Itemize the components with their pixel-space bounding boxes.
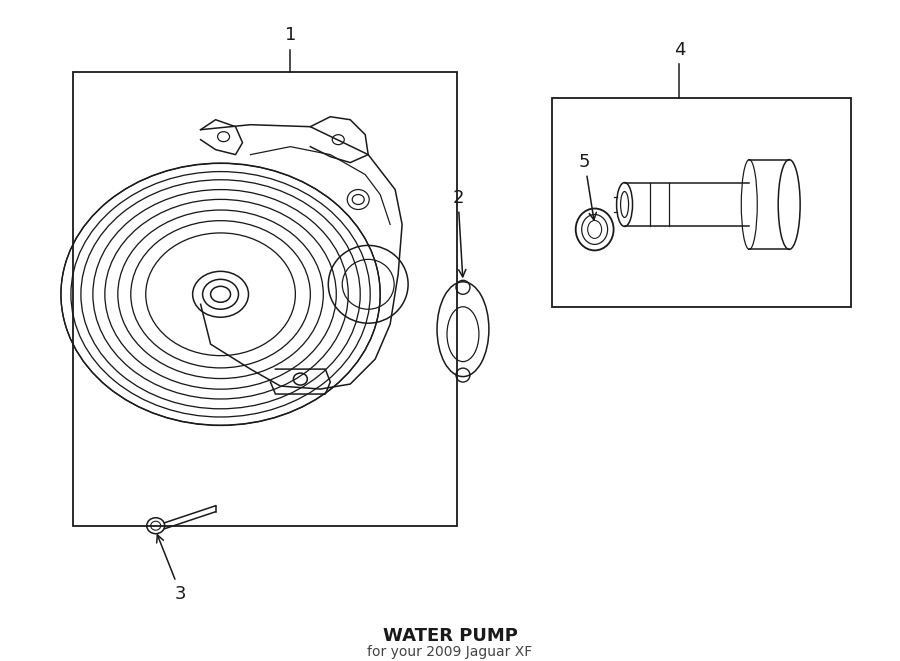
Text: 3: 3 [157, 535, 186, 603]
Text: 2: 2 [452, 188, 466, 277]
Bar [552, 98, 851, 307]
Text: 4: 4 [674, 41, 685, 59]
Bar [73, 72, 457, 525]
Text: for your 2009 Jaguar XF: for your 2009 Jaguar XF [367, 645, 533, 660]
Text: WATER PUMP: WATER PUMP [382, 627, 518, 645]
Text: 5: 5 [579, 153, 597, 220]
Text: 1: 1 [284, 26, 296, 44]
